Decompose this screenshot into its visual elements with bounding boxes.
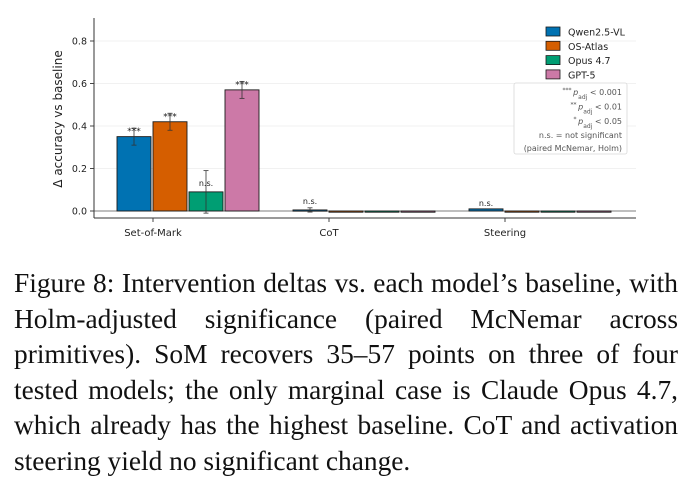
bar — [576, 210, 612, 213]
legend-swatch — [545, 40, 561, 51]
note-suffix: < 0.05 — [592, 117, 622, 126]
note-suffix: < 0.01 — [592, 103, 622, 112]
significance-note: (paired McNemar, Holm) — [524, 144, 622, 153]
note-text: p — [572, 88, 578, 97]
significance-label: n.s. — [479, 199, 493, 208]
significance-note: * padj < 0.05 — [574, 116, 622, 130]
note-text: (paired McNemar, Holm) — [524, 144, 622, 153]
bar — [116, 136, 152, 212]
note-text: p — [577, 103, 583, 112]
note-subscript: adj — [583, 123, 592, 130]
intervention-delta-chart: ******n.s.***n.s. n.s. 0.00.20.40.60.8Set… — [51, 18, 636, 239]
bars: ******n.s.***n.s. n.s. — [116, 80, 612, 214]
significance-note: *** padj < 0.001 — [562, 87, 622, 101]
axes: 0.0 0.2 0.4 0.6 0.8 Set-of-Mark CoT Steering — [72, 18, 636, 239]
bar — [468, 208, 504, 212]
bar — [540, 210, 576, 213]
note-prefix: ** — [571, 101, 577, 108]
significance-label: *** — [163, 112, 177, 122]
legend: Qwen2.5-VL OS-Atlas Opus 4.7 GPT-5 — [545, 26, 626, 81]
figure-caption: Figure 8: Intervention deltas vs. each m… — [14, 268, 678, 476]
y-tick-label: 0.8 — [72, 37, 87, 48]
y-tick-label: 0.4 — [72, 122, 87, 133]
legend-swatch — [545, 26, 561, 37]
y-tick-label: 0.6 — [72, 79, 87, 90]
note-subscript: adj — [583, 108, 592, 115]
legend-label: Qwen2.5-VL — [568, 28, 626, 39]
legend-swatch — [545, 69, 561, 80]
significance-label: *** — [235, 80, 249, 90]
bar — [152, 121, 188, 212]
x-tick-label: CoT — [319, 228, 339, 239]
legend-label: OS-Atlas — [568, 42, 608, 53]
significance-label: n.s. — [199, 179, 213, 188]
notes-box — [513, 82, 628, 155]
significance-label: *** — [127, 127, 141, 137]
significance-notes: *** padj < 0.001** padj < 0.01* padj < 0… — [513, 82, 628, 155]
x-tick-label: Steering — [484, 228, 526, 239]
x-tick-label: Set-of-Mark — [124, 228, 182, 239]
note-subscript: adj — [578, 94, 587, 101]
note-prefix: * — [574, 116, 577, 123]
y-tick-label: 0.0 — [72, 207, 87, 218]
note-suffix: < 0.001 — [587, 88, 622, 97]
significance-note: ** padj < 0.01 — [571, 101, 622, 115]
note-text: p — [577, 117, 583, 126]
legend-swatch — [545, 55, 561, 65]
y-axis-label: Δ accuracy vs baseline — [51, 50, 65, 187]
legend-label: Opus 4.7 — [568, 56, 611, 67]
bar — [364, 210, 400, 213]
note-text: n.s. = not significant — [539, 131, 622, 140]
significance-label: n.s. — [303, 197, 317, 206]
bar — [400, 210, 436, 213]
bar — [504, 210, 540, 213]
bar — [328, 210, 364, 213]
significance-note: n.s. = not significant — [539, 131, 622, 140]
y-tick-label: 0.2 — [72, 164, 87, 175]
note-prefix: *** — [562, 87, 571, 94]
legend-label: GPT-5 — [568, 70, 596, 81]
bar — [224, 89, 260, 212]
